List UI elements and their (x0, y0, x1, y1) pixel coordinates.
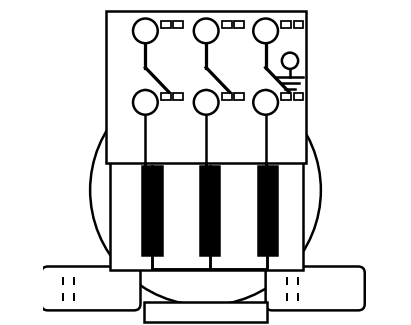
Bar (144, 302, 267, 322)
Circle shape (253, 90, 278, 115)
Bar (161, 93, 171, 100)
Bar (281, 93, 291, 100)
Circle shape (282, 53, 298, 69)
FancyBboxPatch shape (42, 266, 141, 310)
Bar (281, 21, 291, 28)
Circle shape (133, 19, 158, 43)
Bar (222, 93, 231, 100)
Bar (142, 166, 162, 255)
Circle shape (194, 19, 219, 43)
Bar (161, 21, 171, 28)
Bar (200, 166, 219, 255)
Bar (173, 93, 183, 100)
Circle shape (133, 90, 158, 115)
Bar (293, 21, 303, 28)
Bar (293, 93, 303, 100)
Bar (173, 21, 183, 28)
Bar (106, 11, 306, 162)
Bar (222, 21, 231, 28)
FancyBboxPatch shape (266, 266, 365, 310)
Circle shape (194, 90, 219, 115)
Bar (234, 21, 244, 28)
Bar (258, 166, 277, 255)
Circle shape (253, 19, 278, 43)
Bar (110, 161, 303, 270)
Bar (234, 93, 244, 100)
